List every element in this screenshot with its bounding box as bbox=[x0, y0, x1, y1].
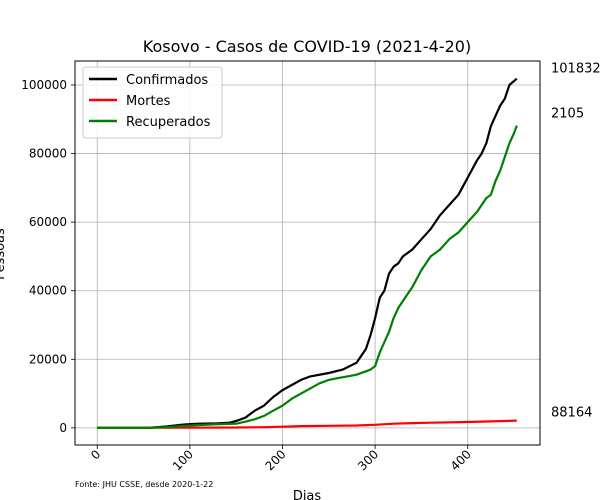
legend-label-mortes: Mortes bbox=[126, 94, 171, 109]
y-axis-label: Pessoas bbox=[0, 228, 8, 280]
x-tick-label: 0 bbox=[88, 447, 103, 462]
end-label-confirmados: 101832 bbox=[551, 62, 600, 77]
series-lines bbox=[97, 77, 518, 429]
legend-label-recuperados: Recuperados bbox=[126, 115, 211, 130]
end-label-mortes: 88164 bbox=[551, 406, 592, 421]
source-note: Fonte: JHU CSSE, desde 2020-1-22 bbox=[75, 480, 213, 489]
y-tick-label: 0 bbox=[59, 421, 67, 435]
y-tick-label: 60000 bbox=[29, 215, 67, 229]
x-tick-label: 400 bbox=[448, 447, 474, 473]
end-label-recuperados: 2105 bbox=[551, 107, 584, 122]
legend: Confirmados Mortes Recuperados bbox=[82, 66, 223, 139]
chart-title: Kosovo - Casos de COVID-19 (2021-4-20) bbox=[143, 37, 471, 56]
x-axis-label: Dias bbox=[293, 489, 322, 500]
series-line-mortes bbox=[97, 419, 517, 429]
x-tick-label: 200 bbox=[263, 447, 289, 473]
end-labels: 101832 88164 2105 bbox=[551, 62, 600, 421]
x-tick-label: 100 bbox=[170, 447, 196, 473]
legend-label-confirmados: Confirmados bbox=[126, 73, 208, 88]
x-tick-label: 300 bbox=[355, 447, 381, 473]
plot-frame bbox=[74, 60, 541, 446]
series-line-recuperados bbox=[97, 125, 518, 429]
y-tick-label: 20000 bbox=[29, 352, 67, 366]
y-tick-label: 100000 bbox=[21, 78, 67, 92]
y-tick-label: 40000 bbox=[29, 284, 67, 298]
y-tick-label: 80000 bbox=[29, 147, 67, 161]
legend-box bbox=[82, 66, 223, 139]
